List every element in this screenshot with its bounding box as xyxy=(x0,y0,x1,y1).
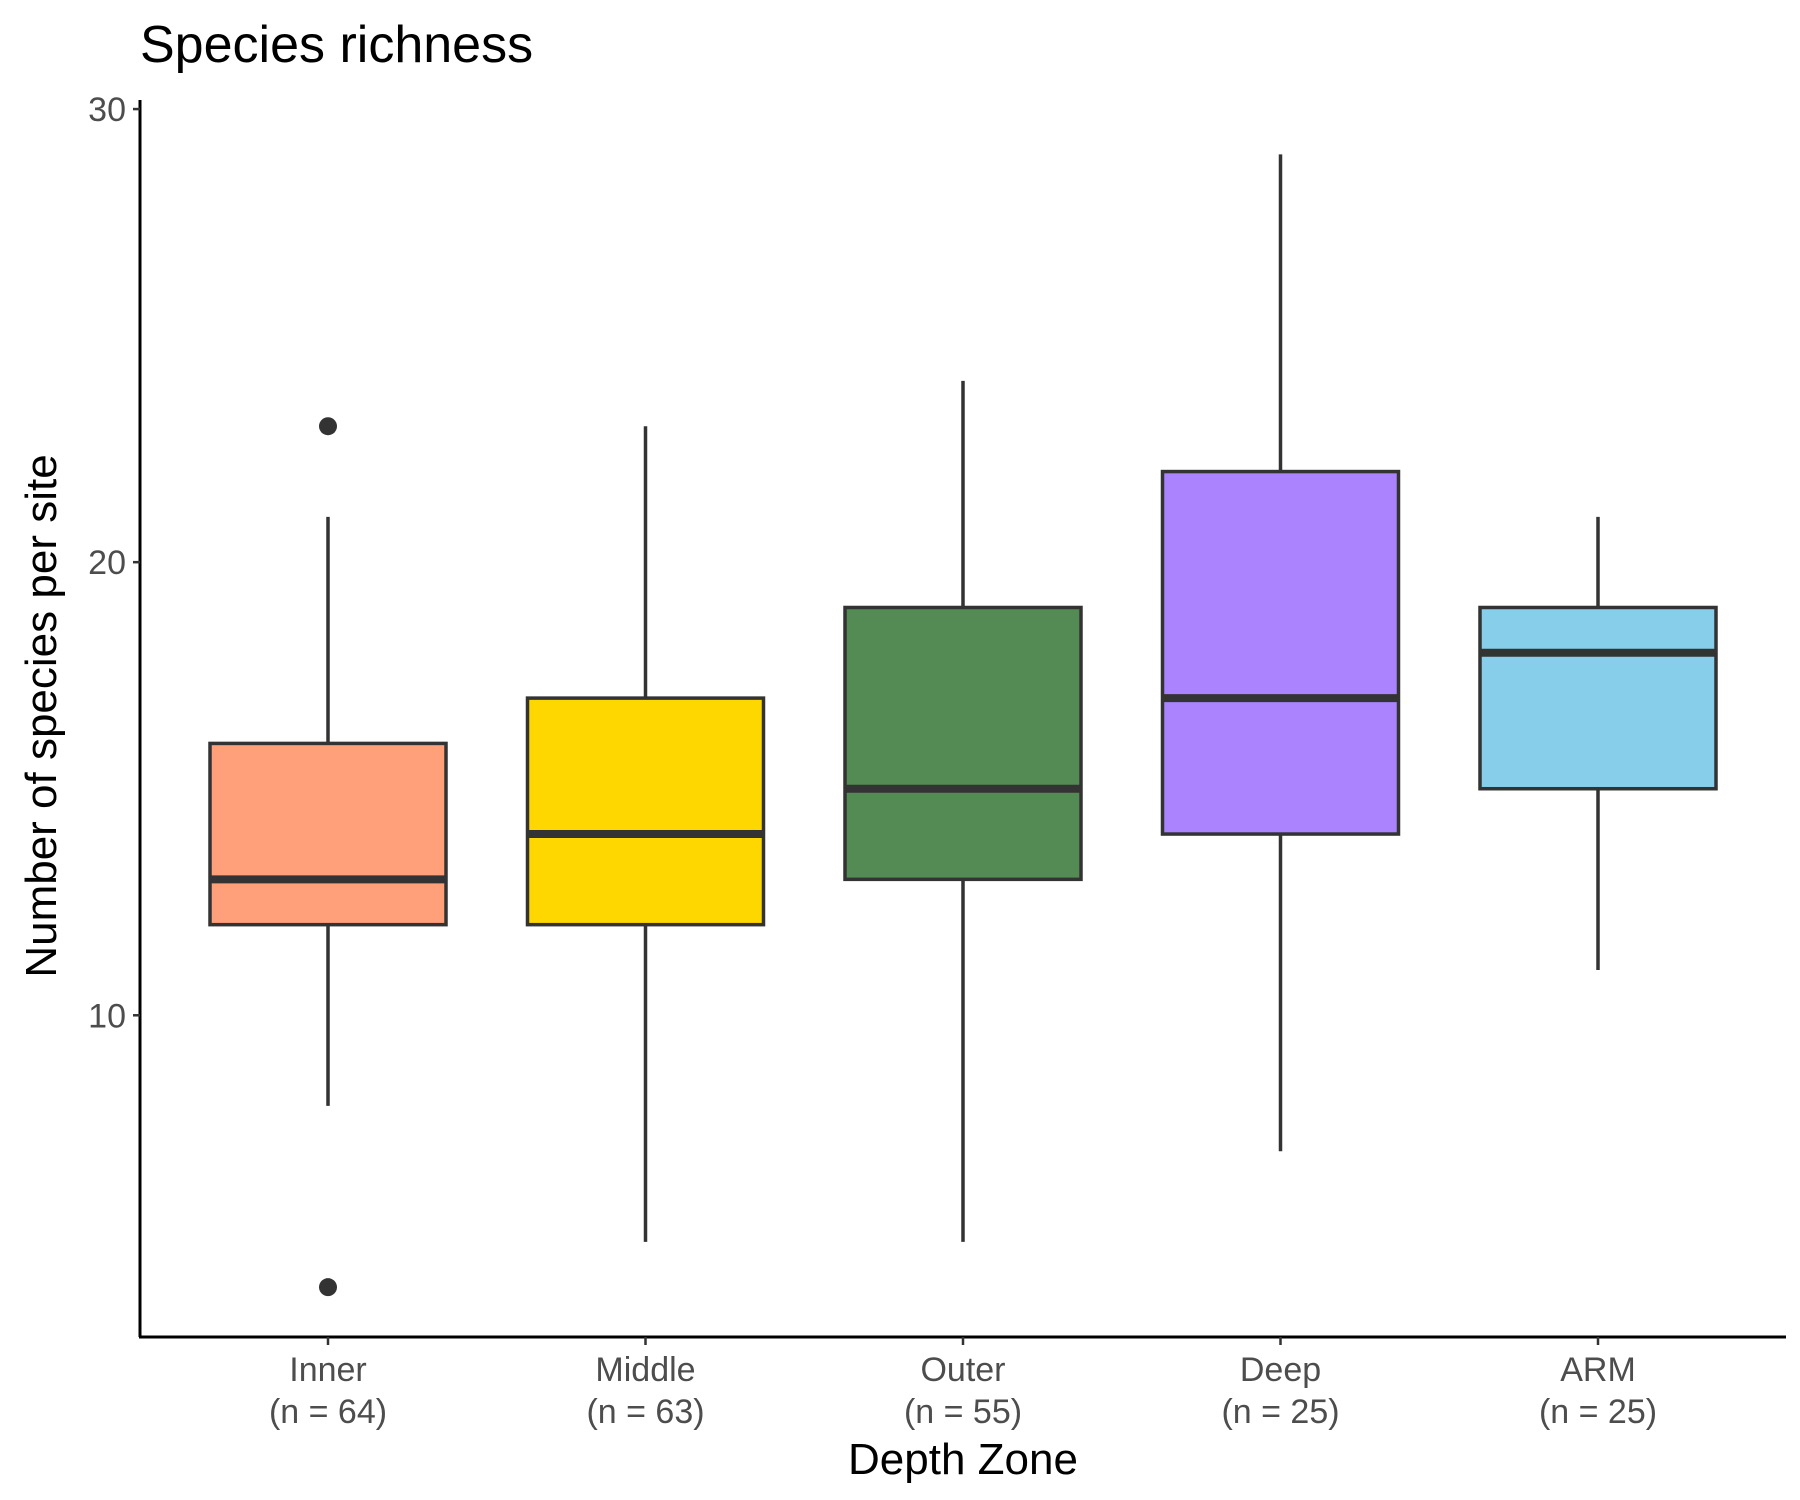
x-tick-n-label: (n = 25) xyxy=(1539,1393,1657,1431)
x-tick-n-label: (n = 63) xyxy=(586,1393,704,1431)
box-group-inner xyxy=(208,417,448,1297)
box xyxy=(525,696,766,927)
y-axis-title: Number of species per site xyxy=(17,454,66,977)
box-group-outer xyxy=(843,380,1083,1242)
box xyxy=(843,605,1083,882)
box xyxy=(1478,605,1718,791)
x-tick-label: Inner xyxy=(289,1351,367,1389)
y-tick-label: 10 xyxy=(88,997,126,1035)
box-group-arm xyxy=(1478,516,1718,970)
box-group-middle xyxy=(525,426,766,1242)
x-axis-title: Depth Zone xyxy=(848,1435,1078,1484)
box-group-deep xyxy=(1160,154,1401,1152)
x-tick-n-label: (n = 64) xyxy=(269,1393,387,1431)
axes: 10 20 30 Inner (n = 64) Middle (n = 63) Outer (n… xyxy=(88,91,1657,1431)
x-tick-label: Middle xyxy=(595,1351,695,1389)
chart-title: Species richness xyxy=(140,16,533,74)
plot-area xyxy=(208,154,1718,1297)
y-tick-label: 30 xyxy=(88,91,126,129)
x-tick-label: Outer xyxy=(920,1351,1005,1389)
x-tick-n-label: (n = 25) xyxy=(1221,1393,1339,1431)
box xyxy=(1160,469,1401,836)
box xyxy=(208,741,448,927)
x-tick-label: Deep xyxy=(1240,1351,1321,1389)
y-tick-label: 20 xyxy=(88,544,126,582)
outlier-point xyxy=(319,417,337,436)
x-tick-label: ARM xyxy=(1560,1351,1636,1389)
x-tick-n-label: (n = 55) xyxy=(904,1393,1022,1431)
outlier-point xyxy=(319,1278,337,1297)
